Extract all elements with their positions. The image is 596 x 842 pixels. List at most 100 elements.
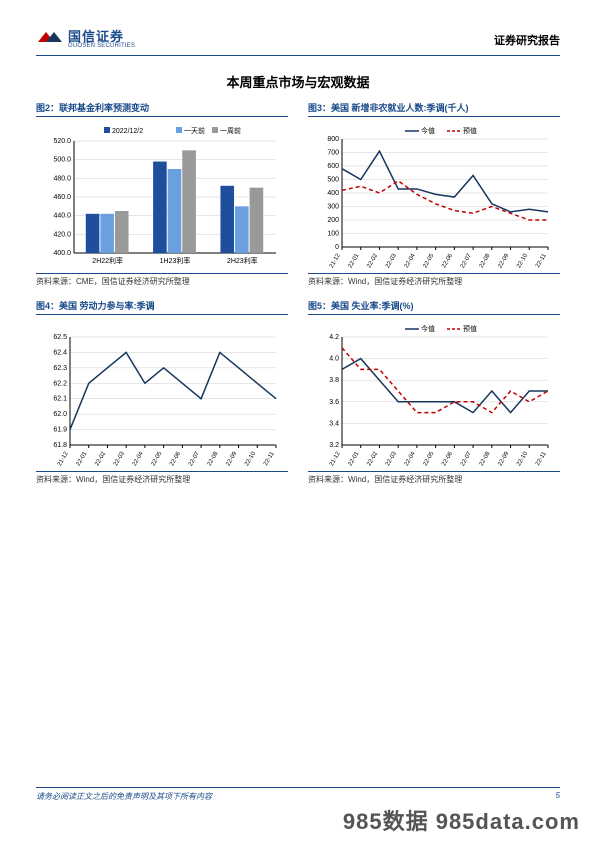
svg-text:62.5: 62.5 [53,334,67,341]
svg-text:200: 200 [327,217,339,224]
svg-text:2022/12/2: 2022/12/2 [112,128,143,135]
company-logo: 国信证券 GUOSEN SECURITIES [36,28,135,51]
svg-text:600: 600 [327,163,339,170]
svg-text:22-10: 22-10 [516,252,529,269]
charts-grid: 图2：联邦基金利率预测变动 400.0 420.0 440.0 460.0 480.0 5… [36,101,560,485]
svg-text:22-04: 22-04 [132,450,145,467]
page-header: 国信证券 GUOSEN SECURITIES 证券研究报告 [36,28,560,56]
svg-text:460.0: 460.0 [53,194,71,201]
chart-5-svg: 3.2 3.4 3.6 3.8 4.0 4.2 21-12 22-01 22-02 22-03 22… [308,319,560,469]
chart-4-source: 资料来源：Wind，国信证券经济研究所整理 [36,471,288,485]
svg-text:100: 100 [327,231,339,238]
svg-text:3.6: 3.6 [329,399,339,406]
svg-text:22-03: 22-03 [113,450,126,467]
chart-3-title: 图3：美国 新增非农就业人数:季调(千人) [308,101,560,117]
svg-text:22-05: 22-05 [422,450,435,467]
chart-3: 图3：美国 新增非农就业人数:季调(千人) 010020030040050060… [308,101,560,287]
svg-text:22-01: 22-01 [348,252,361,269]
chart-4-svg: 61.8 61.9 62.0 62.1 62.2 62.3 62.4 62.5 21-12 22-… [36,319,288,469]
svg-text:62.1: 62.1 [53,396,67,403]
chart-5: 图5：美国 失业率:季调(%) 3.2 3.4 3.6 3.8 4.0 4.2 21-12 2… [308,299,560,485]
svg-text:22-01: 22-01 [76,450,89,467]
svg-text:2H23利率: 2H23利率 [227,256,258,265]
svg-text:500: 500 [327,177,339,184]
svg-text:22-09: 22-09 [497,450,510,467]
svg-text:700: 700 [327,150,339,157]
svg-text:22-09: 22-09 [497,252,510,269]
svg-text:22-07: 22-07 [460,450,473,467]
svg-text:22-05: 22-05 [422,252,435,269]
svg-text:21-12: 21-12 [329,450,342,467]
report-type: 证券研究报告 [494,32,560,48]
svg-text:480.0: 480.0 [53,175,71,182]
svg-text:4.2: 4.2 [329,334,339,341]
svg-text:22-04: 22-04 [404,450,417,467]
footer-disclaimer: 请务必阅读正文之后的免责声明及其项下所有内容 [36,791,212,802]
main-title: 本周重点市场与宏观数据 [36,72,560,91]
svg-text:22-11: 22-11 [263,450,276,466]
svg-text:今值: 今值 [421,126,435,135]
logo-icon [36,28,64,51]
footer-page: 5 [556,791,560,802]
svg-text:22-02: 22-02 [94,450,107,467]
svg-text:3.2: 3.2 [329,442,339,449]
svg-text:440.0: 440.0 [53,213,71,220]
svg-text:22-01: 22-01 [348,450,361,467]
chart-2-svg: 400.0 420.0 440.0 460.0 480.0 500.0 520.0 2022/… [36,121,288,271]
chart-2: 图2：联邦基金利率预测变动 400.0 420.0 440.0 460.0 480.0 5… [36,101,288,287]
svg-text:22-02: 22-02 [366,450,379,467]
chart-5-source: 资料来源：Wind，国信证券经济研究所整理 [308,471,560,485]
svg-text:400.0: 400.0 [53,250,71,257]
logo-text-cn: 国信证券 [68,30,135,43]
svg-text:22-02: 22-02 [366,252,379,269]
svg-text:62.4: 62.4 [53,349,67,356]
svg-text:22-07: 22-07 [460,252,473,269]
svg-text:一周前: 一周前 [220,126,241,135]
svg-text:22-06: 22-06 [169,450,182,467]
svg-text:22-03: 22-03 [385,252,398,269]
svg-text:22-10: 22-10 [516,450,529,467]
svg-text:22-03: 22-03 [385,450,398,467]
svg-text:22-07: 22-07 [188,450,201,467]
svg-text:520.0: 520.0 [53,138,71,145]
svg-text:1H23利率: 1H23利率 [160,256,191,265]
svg-text:22-06: 22-06 [441,252,454,269]
svg-text:21-12: 21-12 [57,450,70,467]
svg-text:2H22利率: 2H22利率 [92,256,123,265]
svg-text:400: 400 [327,190,339,197]
page-footer: 请务必阅读正文之后的免责声明及其项下所有内容 5 [36,787,560,802]
chart-4-title: 图4：美国 劳动力参与率:季调 [36,299,288,315]
svg-text:22-10: 22-10 [244,450,257,467]
svg-text:800: 800 [327,136,339,143]
watermark: 985数据 985data.com [343,804,580,836]
chart-5-title: 图5：美国 失业率:季调(%) [308,299,560,315]
svg-text:61.8: 61.8 [53,442,67,449]
chart-3-svg: 010020030040050060070080021-1222-0122-02… [308,121,560,271]
svg-text:21-12: 21-12 [329,252,342,269]
svg-text:22-08: 22-08 [207,450,220,467]
svg-text:预值: 预值 [463,324,477,333]
svg-text:22-08: 22-08 [479,450,492,467]
svg-text:4.0: 4.0 [329,356,339,363]
svg-text:预值: 预值 [463,126,477,135]
svg-text:今值: 今值 [421,324,435,333]
logo-text-en: GUOSEN SECURITIES [68,43,135,49]
svg-text:62.3: 62.3 [53,365,67,372]
svg-text:22-09: 22-09 [225,450,238,467]
svg-text:500.0: 500.0 [53,157,71,164]
svg-text:22-05: 22-05 [150,450,163,467]
svg-text:22-11: 22-11 [535,450,548,466]
svg-text:3.4: 3.4 [329,420,339,427]
svg-text:62.2: 62.2 [53,380,67,387]
svg-text:22-08: 22-08 [479,252,492,269]
svg-text:一天前: 一天前 [184,126,205,135]
svg-text:22-11: 22-11 [535,252,548,268]
svg-text:420.0: 420.0 [53,231,71,238]
chart-4: 图4：美国 劳动力参与率:季调 61.8 61.9 62.0 62.1 62.2 62.3… [36,299,288,485]
svg-text:3.8: 3.8 [329,377,339,384]
svg-text:61.9: 61.9 [53,427,67,434]
svg-text:62.0: 62.0 [53,411,67,418]
svg-text:0: 0 [335,244,339,251]
chart-2-title: 图2：联邦基金利率预测变动 [36,101,288,117]
svg-text:22-06: 22-06 [441,450,454,467]
